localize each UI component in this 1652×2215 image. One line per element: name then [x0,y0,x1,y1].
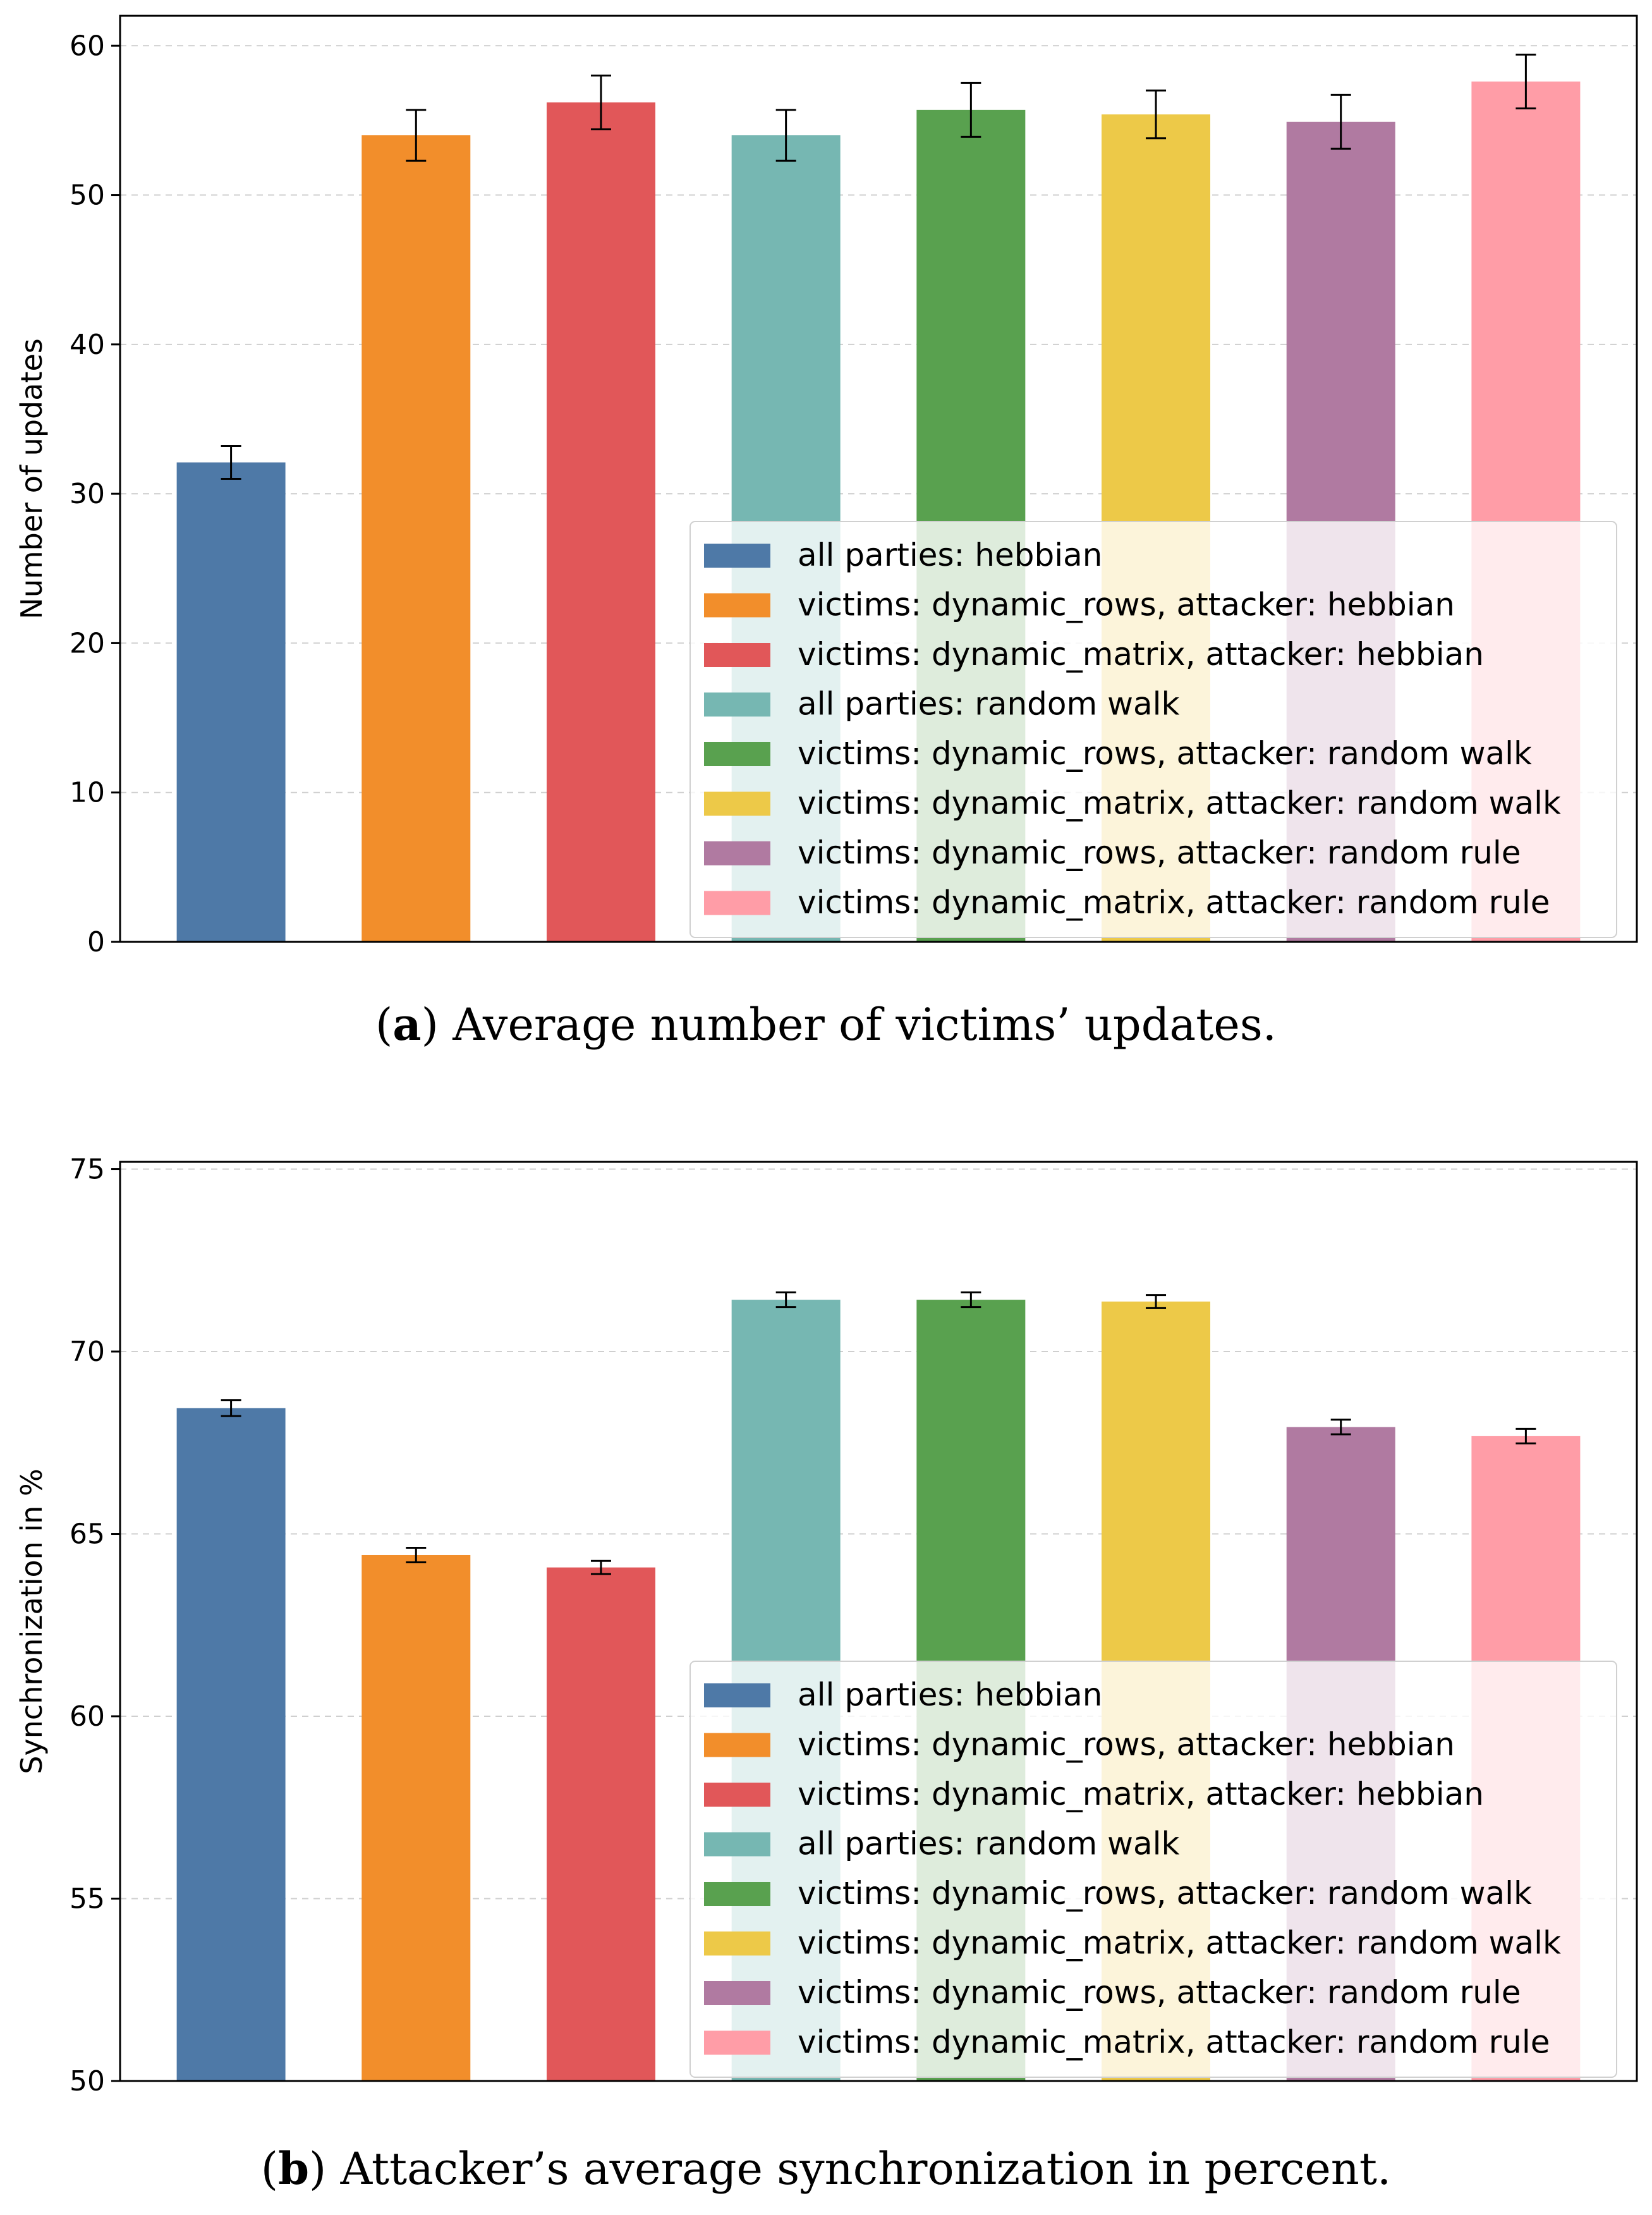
bar [546,102,655,943]
legend-swatch [704,1683,770,1707]
legend-swatch [704,791,770,816]
legend-swatch [704,692,770,717]
error-bar [775,109,796,162]
y-tick-label: 60 [70,30,105,62]
legend-swatch [704,891,770,915]
y-tick-label: 65 [70,1518,105,1551]
legend-swatch [704,544,770,568]
axes-frame [119,1161,1638,2082]
y-axis-label: Number of updates [15,338,49,619]
caption-letter: a [392,998,421,1051]
bar [361,135,471,943]
figure-caption: (a) Average number of victims’ updates. [375,998,1277,1051]
y-axis-label: Synchronization in % [15,1468,49,1774]
error-bar [961,1291,981,1309]
legend-label: victims: dynamic_matrix, attacker: rando… [798,2024,1550,2061]
legend: all parties: hebbian victims: dynamic_row… [689,521,1617,938]
y-tick-label: 0 [87,926,105,958]
legend-label: all parties: random walk [798,1826,1180,1862]
error-bar [775,1291,796,1309]
axes-frame [119,15,1638,943]
legend-label: all parties: hebbian [798,537,1102,573]
error-bar [1330,1419,1351,1436]
legend-label: victims: dynamic_rows, attacker: random … [798,735,1532,772]
bar [176,1408,286,2081]
caption-text: ) Average number of victims’ updates. [422,999,1277,1051]
legend-swatch [704,1783,770,1807]
bar [546,1567,655,2081]
legend-box [689,521,1617,938]
legend-swatch [704,1733,770,1757]
legend-label: victims: dynamic_matrix, attacker: hebbi… [798,1776,1484,1812]
y-tick-label: 55 [70,1883,105,1915]
error-bar [1515,1427,1536,1444]
legend-label: victims: dynamic_rows, attacker: random … [798,1875,1532,1912]
legend-label: victims: dynamic_rows, attacker: random … [798,1974,1521,2011]
error-bar [221,445,241,480]
legend-swatch [704,593,770,618]
legend-label: all parties: random walk [798,686,1180,723]
legend-swatch [704,2030,770,2055]
error-bar [590,75,611,131]
legend-swatch [704,1882,770,1906]
error-bar [590,1559,611,1575]
legend-swatch [704,1931,770,1956]
caption-letter: b [278,2142,309,2195]
legend-swatch [704,841,770,865]
legend-swatch [704,1981,770,2005]
legend-box [689,1661,1617,2078]
legend-label: victims: dynamic_rows, attacker: hebbian [798,1726,1455,1763]
legend-label: victims: dynamic_matrix, attacker: rando… [798,884,1550,921]
error-bar [1146,1294,1167,1309]
error-bar [961,82,981,138]
error-bar [1330,94,1351,150]
y-tick-label: 50 [70,180,105,212]
chart-panel-a: 0 10 20 30 40 50 60 Number of updates all partie… [15,15,1638,1051]
legend-label: victims: dynamic_rows, attacker: random … [798,834,1521,871]
y-tick-label: 75 [70,1154,105,1186]
figure-caption: (b) Attacker’s average synchronization i… [261,2142,1392,2195]
y-tick-label: 40 [70,329,105,361]
error-bar [221,1399,241,1417]
error-bar [406,1546,427,1564]
legend-swatch [704,643,770,667]
bar [361,1554,471,2081]
chart-panel-b: 50 55 60 65 70 75 Synchronization in % all part… [15,1154,1638,2195]
bar [176,462,286,942]
error-bar [406,109,427,162]
legend-label: victims: dynamic_rows, attacker: hebbian [798,587,1455,623]
legend: all parties: hebbian victims: dynamic_row… [689,1661,1617,2078]
y-tick-label: 70 [70,1336,105,1368]
error-bar [1146,89,1167,140]
y-tick-label: 60 [70,1700,105,1733]
y-tick-label: 50 [70,2065,105,2097]
legend-label: victims: dynamic_matrix, attacker: rando… [798,785,1561,822]
y-tick-label: 10 [70,777,105,809]
legend-label: victims: dynamic_matrix, attacker: hebbi… [798,636,1484,673]
y-tick-label: 30 [70,478,105,510]
legend-swatch [704,1832,770,1857]
y-tick-label: 20 [70,627,105,659]
legend-swatch [704,742,770,766]
caption-text: ) Attacker’s average synchronization in … [309,2143,1391,2195]
legend-label: all parties: hebbian [798,1676,1102,1713]
legend-label: victims: dynamic_matrix, attacker: rando… [798,1925,1561,1962]
error-bar [1515,53,1536,109]
